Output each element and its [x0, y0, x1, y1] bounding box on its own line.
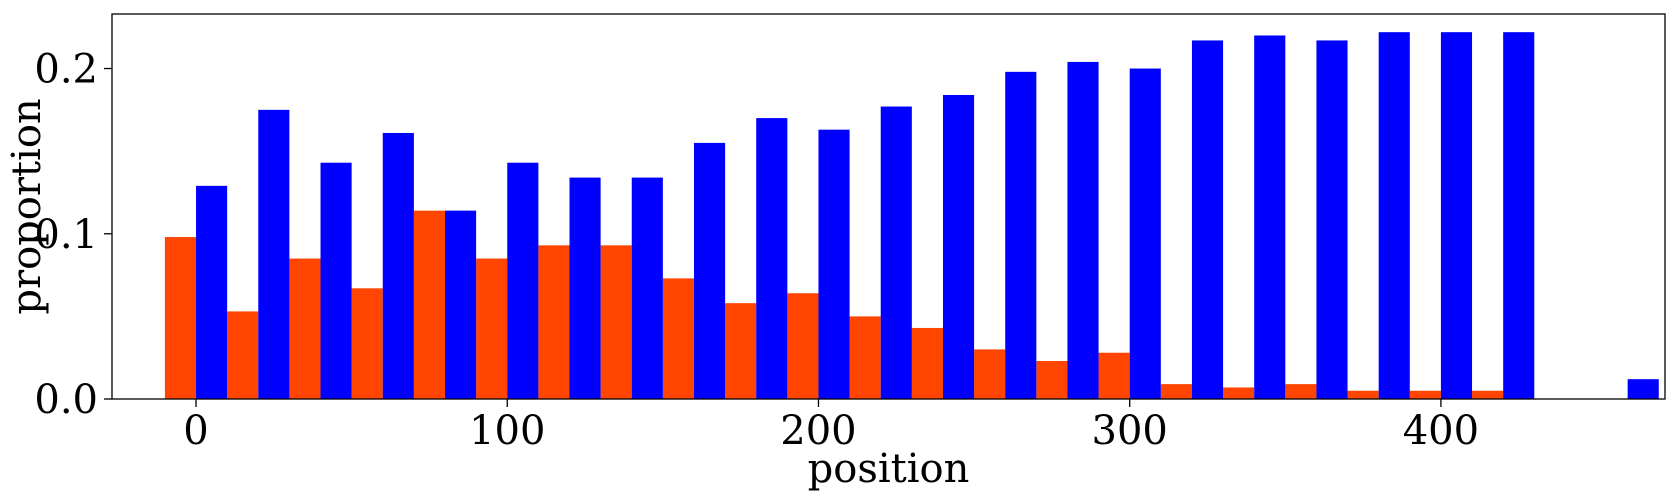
bar-series2-11 — [880, 106, 912, 399]
bar-series2-17 — [1254, 35, 1286, 400]
ticks-layer: 0 100 200 300 400 0.0 0.1 0.2 — [34, 47, 1479, 454]
bar-series1-8 — [662, 278, 694, 399]
bar-series1-20 — [1409, 390, 1441, 399]
bar-series2-2 — [320, 162, 352, 399]
bar-series1-2 — [289, 258, 321, 399]
bar-series2-16 — [1191, 40, 1224, 399]
bar-series2-12 — [942, 94, 975, 399]
bar-series1-9 — [725, 303, 757, 399]
bar-series1-18 — [1285, 384, 1317, 399]
bar-series2-21 — [1503, 32, 1535, 399]
bar-series2-1 — [258, 109, 290, 399]
bar-series2-8 — [693, 142, 726, 399]
bar-series1-4 — [413, 210, 446, 399]
y-tick-label: 0.2 — [34, 47, 98, 93]
y-axis-label: proportion — [4, 98, 50, 314]
bar-series2-5 — [507, 162, 539, 399]
bar-series2-19 — [1378, 32, 1410, 399]
x-tick-label: 400 — [1403, 408, 1479, 454]
y-tick-label: 0.0 — [34, 377, 98, 423]
bar-series2-20 — [1440, 32, 1473, 399]
x-axis-label: position — [808, 446, 970, 492]
bar-series2-7 — [631, 177, 663, 399]
bar-series2-15 — [1129, 68, 1161, 400]
bar-series1-12 — [911, 327, 943, 399]
bar-series1-19 — [1347, 390, 1379, 399]
bar-series1-10 — [787, 293, 819, 399]
bar-series2-9 — [756, 118, 788, 400]
bar-series2-10 — [818, 129, 850, 400]
x-tick-label: 200 — [780, 408, 856, 454]
bar-series1-21 — [1472, 390, 1504, 399]
bar-series1-3 — [351, 288, 383, 399]
bar-series1-17 — [1223, 387, 1255, 399]
plot-frame — [111, 13, 1666, 400]
x-tick-label: 100 — [469, 408, 545, 454]
y-tick-label: 0.1 — [34, 212, 98, 258]
bar-series2-22 — [1627, 379, 1659, 399]
bar-series1-14 — [1036, 360, 1068, 399]
bars-layer — [164, 32, 1659, 400]
bar-series2-6 — [569, 177, 601, 399]
bar-series1-13 — [974, 349, 1006, 399]
bar-series1-1 — [227, 311, 259, 399]
bar-series2-3 — [382, 132, 414, 399]
bar-series1-11 — [849, 316, 881, 399]
bar-series2-18 — [1316, 40, 1348, 399]
x-tick-label: 0 — [183, 408, 208, 454]
bar-series2-13 — [1005, 71, 1037, 400]
bar-series1-0 — [164, 237, 197, 399]
bar-series2-0 — [196, 185, 228, 399]
bar-series2-14 — [1067, 61, 1099, 399]
bar-series1-5 — [476, 258, 508, 399]
bar-series1-7 — [600, 245, 632, 399]
bar-series1-15 — [1098, 352, 1130, 399]
bar-series2-4 — [445, 210, 477, 399]
bar-series1-6 — [538, 245, 570, 399]
x-tick-label: 300 — [1092, 408, 1168, 454]
bar-series1-16 — [1160, 384, 1192, 399]
